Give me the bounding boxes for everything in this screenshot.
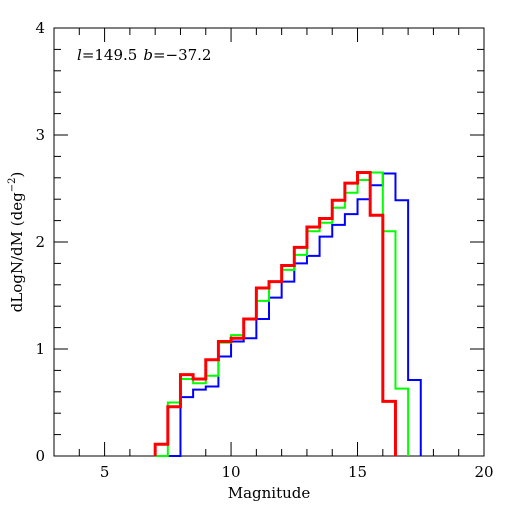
annotation-l-value: =149.5 [82, 46, 138, 64]
y-tick-label: 0 [35, 447, 45, 465]
annotation-b-value: =−37.2 [153, 46, 212, 64]
y-tick-label: 2 [35, 233, 45, 251]
x-tick-label: 15 [348, 463, 367, 481]
y-tick-label: 3 [35, 126, 45, 144]
y-axis-label-close: ) [8, 172, 26, 178]
annotation-b-symbol: b [143, 46, 153, 64]
y-tick-label: 1 [35, 340, 45, 358]
x-tick-label: 20 [474, 463, 493, 481]
annotation-l-symbol: l [77, 46, 82, 64]
y-axis-label-main: dLogN/dM (deg [8, 192, 26, 312]
x-axis-label: Magnitude [228, 484, 311, 502]
histogram-series-3 [153, 170, 397, 456]
x-tick-label: 10 [222, 463, 241, 481]
field-annotation: l=149.5 b=−37.2 [77, 46, 211, 64]
axis-ticks [53, 27, 485, 457]
series-layer [153, 170, 422, 457]
y-tick-label: 4 [35, 19, 45, 37]
y-axis-label-superscript: −2 [7, 178, 18, 193]
tick-labels: 5 10 15 20 0 1 2 3 4 [35, 19, 493, 481]
y-axis-label: dLogN/dM (deg−2) [7, 172, 26, 313]
plot-frame [53, 27, 485, 457]
x-tick-label: 5 [100, 463, 110, 481]
